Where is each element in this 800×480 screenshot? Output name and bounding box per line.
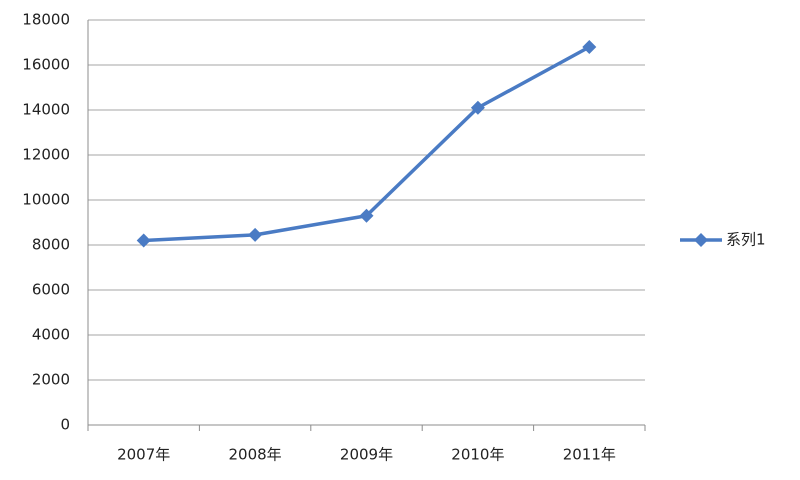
x-tick-label: 2009年	[340, 446, 393, 464]
data-point	[582, 40, 597, 54]
y-tick-label: 6000	[32, 281, 70, 299]
y-tick-label: 12000	[22, 146, 70, 164]
y-tick-label: 0	[60, 416, 70, 434]
y-tick-label: 14000	[22, 101, 70, 119]
legend-label: 系列1	[726, 231, 766, 249]
y-tick-label: 16000	[22, 56, 70, 74]
x-tick-label: 2011年	[563, 446, 616, 464]
data-point	[359, 208, 374, 223]
y-tick-label: 10000	[22, 191, 70, 209]
x-tick-label: 2008年	[229, 446, 282, 464]
y-tick-label: 8000	[32, 236, 70, 254]
x-tick-label: 2007年	[117, 446, 170, 464]
data-point	[136, 233, 151, 248]
y-tick-label: 18000	[22, 11, 70, 29]
data-point	[470, 100, 485, 115]
y-tick-label: 2000	[32, 371, 70, 389]
y-tick-label: 4000	[32, 326, 70, 344]
data-point	[248, 227, 263, 242]
x-tick-label: 2010年	[451, 446, 504, 464]
legend-marker	[694, 233, 708, 247]
